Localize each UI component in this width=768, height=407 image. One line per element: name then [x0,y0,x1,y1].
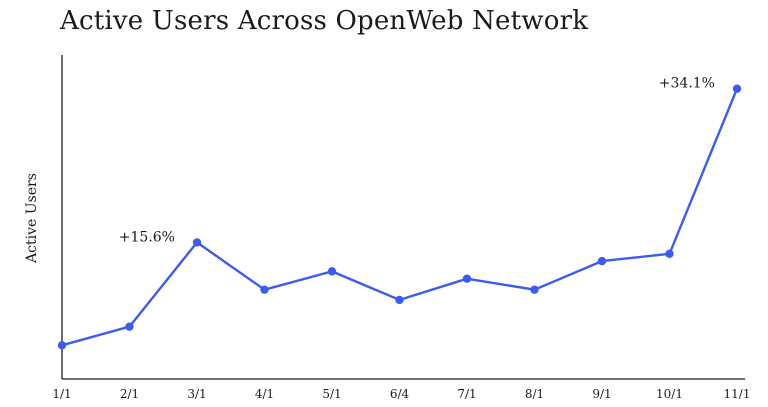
data-point [597,256,607,266]
data-point [530,285,539,294]
x-tick-label: 6/4 [390,387,410,401]
x-tick-label: 9/1 [592,387,611,401]
chart-title: Active Users Across OpenWeb Network [60,6,589,36]
data-point [462,274,472,283]
data-point [327,267,337,276]
series-line [60,87,739,347]
series-points [57,84,742,350]
x-tick-label: 2/1 [120,387,139,401]
annotation-label: +34.1% [659,76,715,92]
data-point [260,285,269,294]
data-point [125,322,134,331]
x-tick-label: 11/1 [724,387,751,401]
x-tick-label: 1/1 [52,387,71,401]
annotations: +15.6% +34.1% [119,76,715,246]
data-point [192,238,202,247]
x-tick-label: 7/1 [457,387,476,401]
x-tick-label: 4/1 [255,387,274,401]
x-tick-label: 8/1 [525,387,544,401]
x-tick-labels: 1/1 2/1 3/1 4/1 5/1 6/4 7/1 8/1 9/1 10/1 11/1 [52,387,750,401]
x-tick-label: 10/1 [656,387,683,401]
data-point [395,295,404,305]
x-tick-label: 3/1 [187,387,206,401]
data-point [57,341,67,350]
x-tick-label: 5/1 [322,387,341,401]
data-point [732,84,742,93]
annotation-label: +15.6% [119,229,175,245]
data-point [665,249,674,258]
